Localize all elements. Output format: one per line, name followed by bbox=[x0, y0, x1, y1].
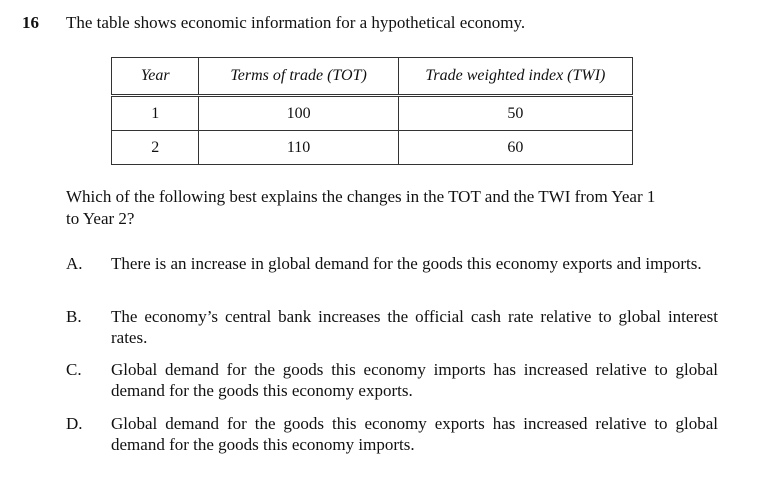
table-row: 2 110 60 bbox=[110, 130, 634, 165]
option-b-text: The economy’s central bank increases the… bbox=[111, 307, 718, 347]
question-number: 16 bbox=[22, 13, 39, 32]
option-c-letter: C. bbox=[66, 360, 82, 379]
option-c-text: Global demand for the goods this economy… bbox=[111, 360, 718, 400]
option-d-letter: D. bbox=[66, 414, 83, 433]
option-a-letter: A. bbox=[66, 254, 83, 273]
table-row: 1 100 50 bbox=[110, 95, 634, 131]
option-a-text: There is an increase in global demand fo… bbox=[111, 254, 702, 273]
cell-twi: 50 bbox=[397, 95, 634, 131]
cell-tot: 110 bbox=[198, 130, 399, 165]
question-prompt: Which of the following best explains the… bbox=[66, 186, 726, 230]
cell-tot: 100 bbox=[198, 95, 399, 131]
question-prompt-line2: to Year 2? bbox=[66, 209, 135, 228]
economic-data-table: Year Terms of trade (TOT) Trade weighted… bbox=[110, 57, 634, 165]
header-year: Year bbox=[110, 57, 200, 97]
option-d-text: Global demand for the goods this economy… bbox=[111, 414, 718, 454]
header-trade-weighted-index: Trade weighted index (TWI) bbox=[397, 57, 634, 97]
cell-twi: 60 bbox=[397, 130, 634, 165]
question-prompt-line1: Which of the following best explains the… bbox=[66, 187, 656, 206]
question-stem: The table shows economic information for… bbox=[66, 13, 526, 32]
option-b-letter: B. bbox=[66, 307, 82, 326]
cell-year: 1 bbox=[110, 95, 200, 131]
table-header-row: Year Terms of trade (TOT) Trade weighted… bbox=[110, 57, 634, 97]
header-terms-of-trade: Terms of trade (TOT) bbox=[198, 57, 399, 97]
cell-year: 2 bbox=[110, 130, 200, 165]
